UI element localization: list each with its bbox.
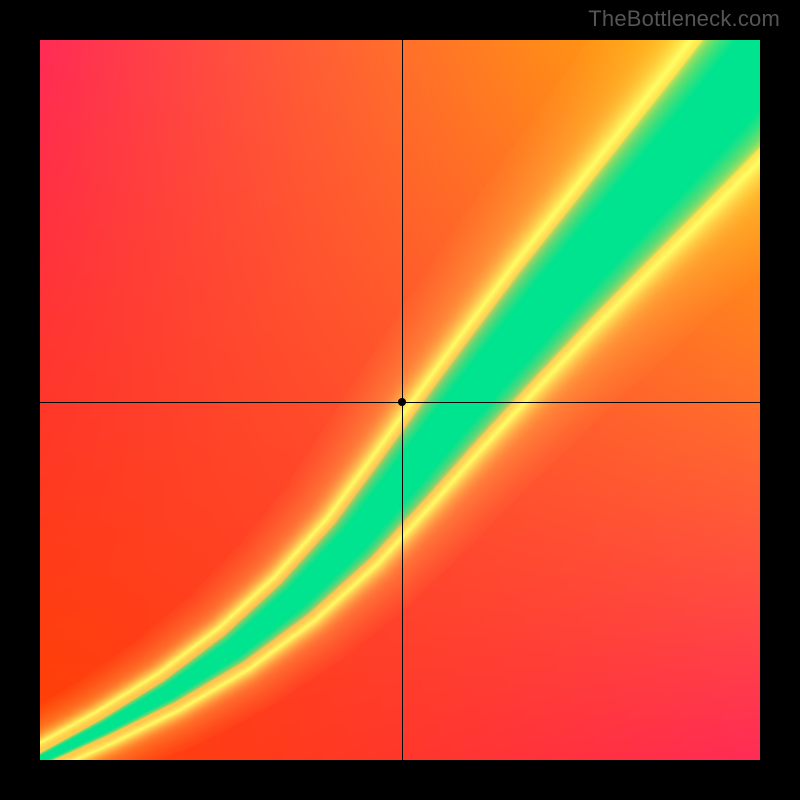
chart-container: TheBottleneck.com [0, 0, 800, 800]
crosshair-marker [398, 398, 406, 406]
watermark-text: TheBottleneck.com [588, 6, 780, 32]
